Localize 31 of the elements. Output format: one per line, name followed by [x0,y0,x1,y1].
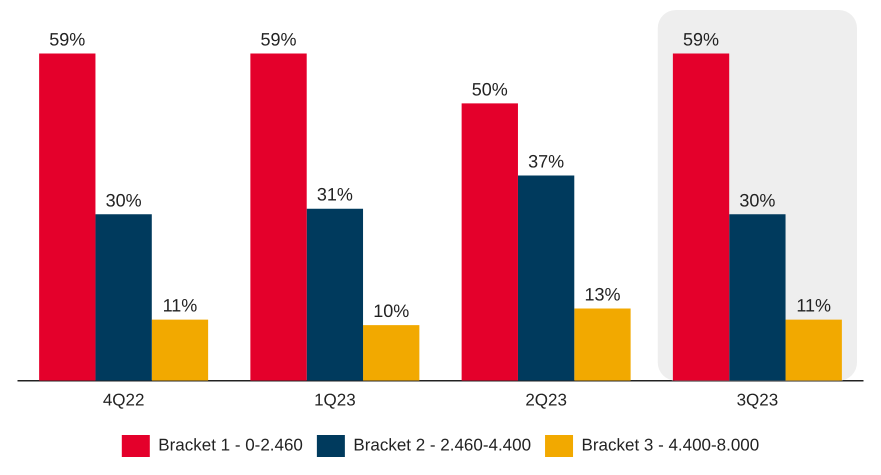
legend-label: Bracket 2 - 2.460-4.400 [353,436,532,455]
data-label: 13% [584,284,620,305]
x-tick-label: 4Q22 [102,390,144,410]
bar [518,175,574,381]
data-label: 59% [683,30,720,50]
x-tick-label: 1Q23 [314,390,356,410]
data-label: 59% [260,30,297,50]
data-label: 37% [528,151,564,172]
x-tick-label: 3Q23 [736,390,778,410]
bar [729,214,786,381]
bar [95,214,152,381]
bar [786,320,842,381]
bar [672,54,730,381]
bar [39,54,96,381]
data-label: 59% [49,30,86,50]
data-label: 10% [373,301,410,322]
data-label: 50% [472,79,508,100]
data-label: 31% [316,184,353,205]
x-tick-label: 2Q23 [525,390,567,410]
data-label: 11% [796,296,832,316]
bar [363,325,420,381]
bar [574,308,631,381]
bar [306,208,364,381]
data-label: 30% [106,190,142,210]
legend-label: Bracket 3 - 4.400-8.000 [582,436,760,455]
data-label: 11% [162,296,198,316]
bar [250,54,307,381]
data-label: 30% [739,190,776,210]
bar [152,320,208,381]
legend-label: Bracket 1 - 0-2.460 [158,436,303,455]
bar [462,103,518,381]
